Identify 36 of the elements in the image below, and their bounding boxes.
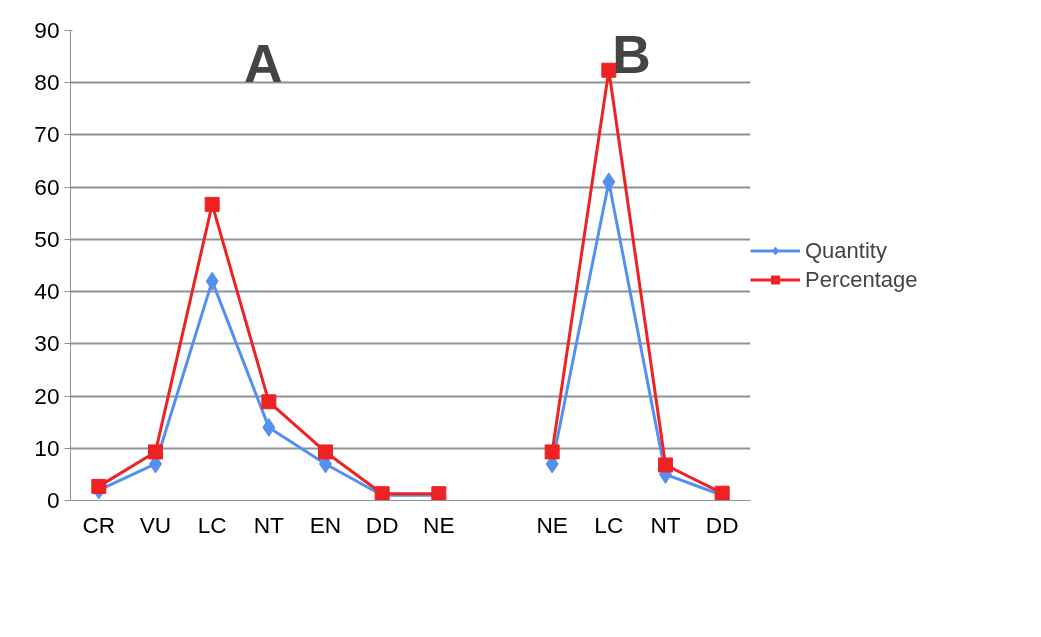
point [261, 394, 277, 410]
x-tick-label: LC [197, 511, 227, 538]
x-tick-label: NT [253, 511, 285, 538]
x-tick-label: LC [594, 511, 624, 538]
legend-label: Quantity [805, 237, 887, 264]
point [544, 444, 560, 460]
y-tick-label: 30 [34, 330, 60, 357]
y-tick-label: 50 [34, 225, 60, 252]
y-tick-label: 80 [34, 69, 60, 96]
point [205, 271, 219, 291]
point [262, 417, 276, 437]
y-tick-label: 40 [34, 278, 60, 305]
point [204, 196, 220, 212]
x-tick-label: NE [536, 511, 568, 538]
point [318, 444, 333, 460]
x-tick-label: NE [423, 511, 455, 538]
annotation: A [243, 33, 283, 93]
y-tick-label: 20 [34, 382, 60, 409]
y-tick-label: 70 [34, 121, 60, 148]
legend-label: Percentage [805, 266, 918, 293]
y-tick-label: 10 [34, 434, 60, 461]
point [601, 62, 617, 78]
y-tick-label: 60 [34, 173, 60, 200]
point [658, 457, 673, 473]
x-tick-label: EN [309, 511, 342, 538]
x-tick-label: DD [365, 511, 399, 538]
point [148, 444, 163, 460]
point [602, 172, 616, 192]
x-tick-label: VU [139, 511, 172, 538]
x-tick-label: DD [705, 511, 739, 538]
x-tick-label: CR [82, 511, 116, 538]
annotation: B [612, 24, 651, 84]
point [91, 478, 107, 494]
x-tick-label: NT [650, 511, 681, 538]
y-tick-label: 90 [34, 17, 60, 43]
y-tick-label: 0 [46, 487, 60, 513]
